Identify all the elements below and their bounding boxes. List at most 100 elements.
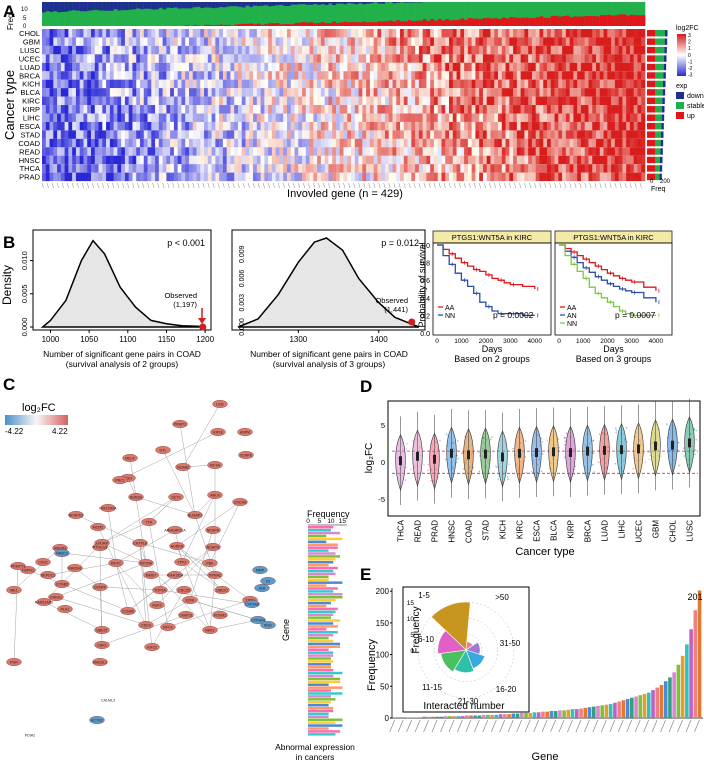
heatmap-cell	[158, 54, 163, 63]
network-node-pdia2	[22, 731, 38, 740]
heatmap-cell	[543, 105, 548, 114]
heatmap-cell	[90, 54, 96, 63]
e-gene-tick	[397, 719, 404, 733]
heatmap-cell	[490, 105, 495, 114]
heatmap-cell	[332, 96, 337, 106]
heatmap-cell	[317, 138, 322, 148]
heatmap-cell	[637, 71, 642, 80]
right-freq-bar-down	[663, 63, 667, 71]
top-bar-up	[226, 24, 231, 26]
heatmap-cell	[264, 121, 269, 131]
violin-box	[433, 454, 436, 464]
heatmap-cell	[305, 54, 310, 63]
right-freq-bar-stable	[655, 114, 662, 121]
heatmap-cell	[222, 54, 227, 63]
heatmap-cell	[249, 96, 254, 106]
heatmap-cell	[124, 147, 129, 156]
top-bar-up	[618, 14, 623, 26]
heatmap-cell	[79, 54, 84, 63]
heatmap-cell	[309, 155, 314, 165]
network-node-label: TTK	[146, 521, 153, 525]
heatmap-cell	[603, 105, 608, 114]
top-bar-up	[490, 18, 495, 26]
top-bar-stable	[426, 2, 431, 26]
heatmap-cell	[219, 164, 224, 173]
violin-jitter-point	[444, 458, 447, 461]
violin-jitter-point	[678, 464, 680, 467]
heatmap-cell	[377, 164, 382, 173]
heatmap-cell	[588, 45, 593, 55]
heatmap-cell	[139, 172, 145, 182]
heatmap-cell	[456, 45, 461, 55]
heatmap-cell	[358, 164, 363, 173]
heatmap-cell	[584, 62, 589, 72]
gene-frequency-bar	[308, 654, 334, 657]
heatmap-cell	[351, 138, 356, 148]
heatmap-cell	[275, 79, 280, 89]
heatmap-cell	[275, 88, 280, 97]
heatmap-cell	[369, 113, 374, 122]
heatmap-cell	[196, 79, 201, 89]
top-bar-up	[400, 21, 405, 26]
heatmap-cell	[369, 45, 374, 55]
heatmap-cell	[132, 88, 137, 97]
top-bar-stable	[498, 2, 503, 26]
top-bar-stable	[516, 2, 521, 26]
heatmap-cell	[486, 164, 491, 173]
log2fc-legend-tick: 2	[688, 40, 691, 46]
heatmap-cell	[42, 113, 47, 122]
heatmap-cell	[83, 138, 88, 148]
heatmap-cell	[362, 54, 367, 63]
gene-frequency-bar-gene: ·	[306, 667, 307, 669]
heatmap-cell	[362, 29, 367, 38]
heatmap-cell	[256, 71, 261, 80]
top-bar-stable	[143, 2, 148, 26]
heatmap-cell	[264, 71, 269, 80]
heatmap-cell	[369, 54, 374, 63]
heatmap-cell	[64, 79, 69, 89]
heatmap-cell	[347, 130, 352, 139]
heatmap-cell	[580, 105, 585, 114]
heatmap-cell	[509, 113, 514, 122]
heatmap-cell	[283, 172, 288, 182]
heatmap-cell	[539, 71, 544, 80]
heatmap-cell	[377, 88, 382, 97]
heatmap-cell	[347, 155, 352, 165]
heatmap-cell	[166, 164, 171, 173]
heatmap-cell	[460, 79, 465, 89]
heatmap-cell	[143, 105, 148, 114]
heatmap-cell	[268, 164, 273, 173]
heatmap-cell	[332, 29, 337, 38]
heatmap-cell	[207, 105, 212, 114]
heatmap-cell	[531, 172, 537, 182]
heatmap-cell	[482, 172, 488, 182]
violin-box	[501, 452, 504, 462]
heatmap-cell	[490, 54, 495, 63]
e-top-value-label: 201	[687, 592, 702, 602]
heatmap-cell	[629, 45, 634, 55]
heatmap-cell	[335, 105, 341, 114]
network-edge	[176, 501, 241, 547]
top-bar-stable	[260, 2, 265, 26]
heatmap-cell	[49, 37, 54, 46]
heatmap-cell	[565, 130, 570, 139]
heatmap-cell	[222, 37, 227, 46]
heatmap-cell	[60, 88, 65, 97]
heatmap-cell	[584, 105, 589, 114]
heatmap-cell	[490, 147, 495, 156]
heatmap-cell	[68, 62, 73, 72]
heatmap-cell	[143, 138, 148, 148]
heatmap-gene-tick	[157, 182, 160, 189]
heatmap-cell	[124, 113, 129, 122]
top-bar-down	[53, 2, 58, 12]
heatmap-cell	[513, 155, 518, 165]
violin-jitter-point	[593, 471, 595, 473]
heatmap-cell	[192, 96, 197, 106]
heatmap-cell	[528, 130, 533, 139]
km-x-tick-label: 2000	[479, 338, 494, 345]
e-y-tick-label: 150	[376, 619, 390, 628]
heatmap-gene-tick	[202, 182, 205, 189]
heatmap-cell	[343, 130, 348, 139]
heatmap-cell	[298, 79, 303, 89]
top-bar-down	[83, 2, 88, 12]
